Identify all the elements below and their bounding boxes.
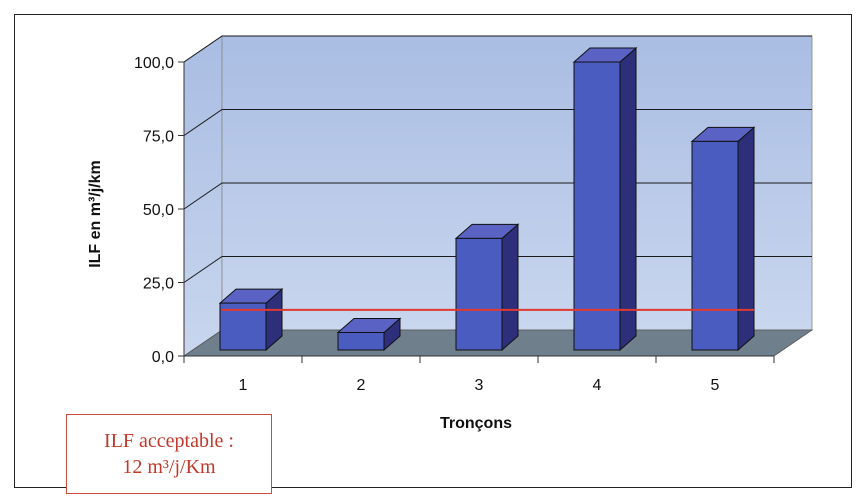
x-axis-title: Tronçons	[440, 415, 512, 432]
bar	[690, 126, 756, 352]
bar-side	[619, 46, 637, 352]
bar-side	[501, 223, 519, 352]
bar	[572, 46, 638, 352]
bar	[336, 317, 402, 352]
y-axis-title: ILF en m³/j/km	[87, 160, 104, 268]
bars	[218, 46, 756, 352]
bar-front	[691, 140, 739, 351]
y-tick-label: 25,0	[143, 276, 174, 293]
gridline	[183, 35, 812, 63]
x-tick-label: 3	[475, 377, 484, 394]
x-tick-label: 5	[711, 377, 720, 394]
acceptable-ilf-annotation: ILF acceptable : 12 m³/j/Km	[66, 414, 272, 494]
y-tick-label: 0,0	[152, 349, 174, 366]
bar	[218, 287, 284, 352]
bar-front	[337, 331, 385, 351]
y-tick-label: 100,0	[134, 55, 174, 72]
bar	[454, 223, 520, 352]
bar-side	[737, 126, 755, 352]
annotation-line-2: 12 m³/j/Km	[122, 456, 216, 478]
bar-front	[455, 237, 503, 351]
x-tick-label: 2	[357, 377, 366, 394]
x-tick-label: 1	[239, 377, 248, 394]
annotation-line-1: ILF acceptable :	[104, 430, 234, 452]
y-tick-label: 75,0	[143, 129, 174, 146]
y-tick-label: 50,0	[143, 202, 174, 219]
x-axis: 1 2 3 4 5	[183, 355, 775, 394]
bar-front	[573, 61, 621, 351]
x-tick-label: 4	[593, 377, 602, 394]
y-axis: 0,0 25,0 50,0 75,0 100,0	[134, 55, 185, 366]
